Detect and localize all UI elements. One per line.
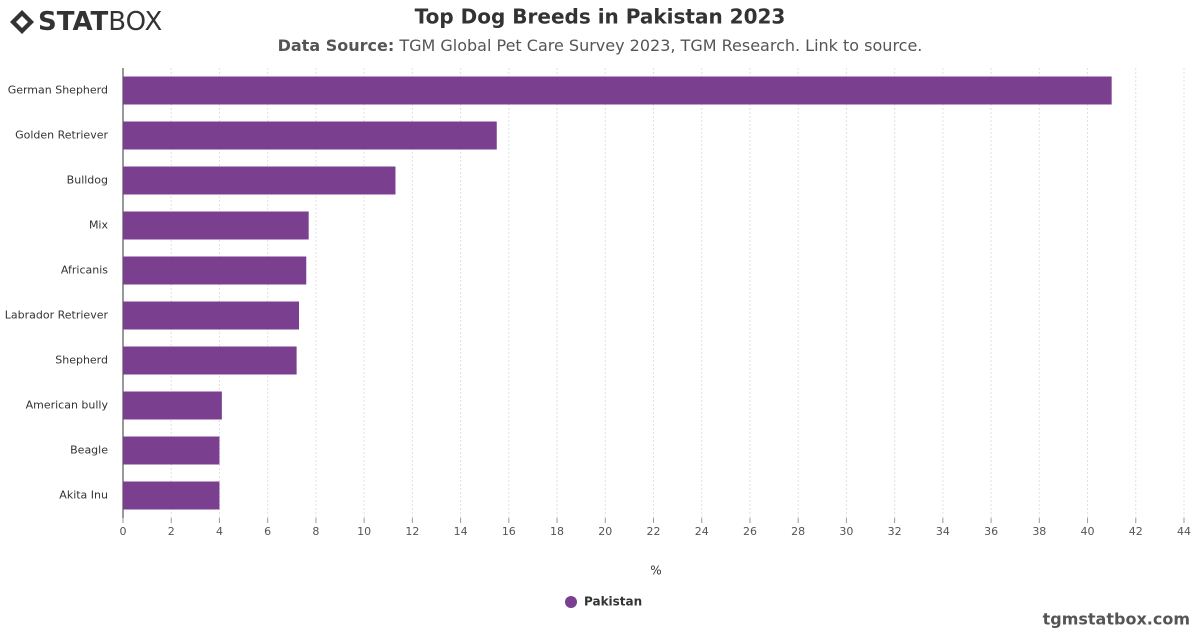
bar xyxy=(123,256,307,285)
legend-marker xyxy=(565,596,577,608)
subtitle-label: Data Source: xyxy=(278,36,395,55)
legend-label: Pakistan xyxy=(584,595,642,609)
svg-text:Data Source: TGM Global Pet Ca: Data Source: TGM Global Pet Care Survey … xyxy=(278,36,923,55)
x-tick-label: 2 xyxy=(168,525,175,538)
x-tick-label: 38 xyxy=(1032,525,1046,538)
bar xyxy=(123,166,396,195)
bar xyxy=(123,346,297,375)
y-tick-label: Golden Retriever xyxy=(15,129,108,142)
logo-bold: STAT xyxy=(38,7,109,37)
x-tick-label: 24 xyxy=(695,525,709,538)
y-tick-label: Mix xyxy=(89,219,109,232)
x-tick-label: 10 xyxy=(357,525,371,538)
y-tick-label: Bulldog xyxy=(67,174,108,187)
x-tick-label: 34 xyxy=(936,525,950,538)
svg-text:STATBOX: STATBOX xyxy=(38,7,162,37)
bar xyxy=(123,301,300,330)
x-tick-label: 4 xyxy=(216,525,223,538)
x-tick-label: 8 xyxy=(312,525,319,538)
x-tick-label: 0 xyxy=(120,525,127,538)
x-tick-label: 40 xyxy=(1081,525,1095,538)
x-tick-label: 16 xyxy=(502,525,516,538)
logo-icon-inner xyxy=(16,16,28,28)
bar xyxy=(123,76,1112,105)
x-tick-label: 42 xyxy=(1129,525,1143,538)
x-tick-label: 30 xyxy=(839,525,853,538)
x-axis-title: % xyxy=(650,564,661,578)
x-tick-label: 26 xyxy=(743,525,757,538)
x-tick-label: 14 xyxy=(454,525,468,538)
y-tick-label: Africanis xyxy=(61,264,108,277)
bar xyxy=(123,121,497,150)
logo: STATBOX xyxy=(10,7,162,37)
bar xyxy=(123,211,309,240)
x-tick-label: 44 xyxy=(1177,525,1191,538)
x-tick-label: 20 xyxy=(598,525,612,538)
subtitle: TGM Global Pet Care Survey 2023, TGM Res… xyxy=(398,36,922,55)
chart-title: Top Dog Breeds in Pakistan 2023 xyxy=(415,5,786,29)
bar xyxy=(123,481,220,510)
y-tick-label: Beagle xyxy=(70,444,108,457)
bar xyxy=(123,436,220,465)
bar xyxy=(123,391,222,420)
y-tick-label: German Shepherd xyxy=(8,84,108,97)
x-tick-label: 12 xyxy=(405,525,419,538)
x-tick-label: 6 xyxy=(264,525,271,538)
y-tick-label: Akita Inu xyxy=(59,489,108,502)
y-tick-label: Shepherd xyxy=(55,354,108,367)
x-tick-label: 22 xyxy=(647,525,661,538)
x-tick-label: 18 xyxy=(550,525,564,538)
x-tick-label: 28 xyxy=(791,525,805,538)
logo-light: BOX xyxy=(108,7,162,37)
x-tick-label: 32 xyxy=(888,525,902,538)
footer: tgmstatbox.com xyxy=(1043,610,1190,629)
x-tick-label: 36 xyxy=(984,525,998,538)
y-tick-label: Labrador Retriever xyxy=(5,309,109,322)
y-tick-label: American bully xyxy=(26,399,109,412)
